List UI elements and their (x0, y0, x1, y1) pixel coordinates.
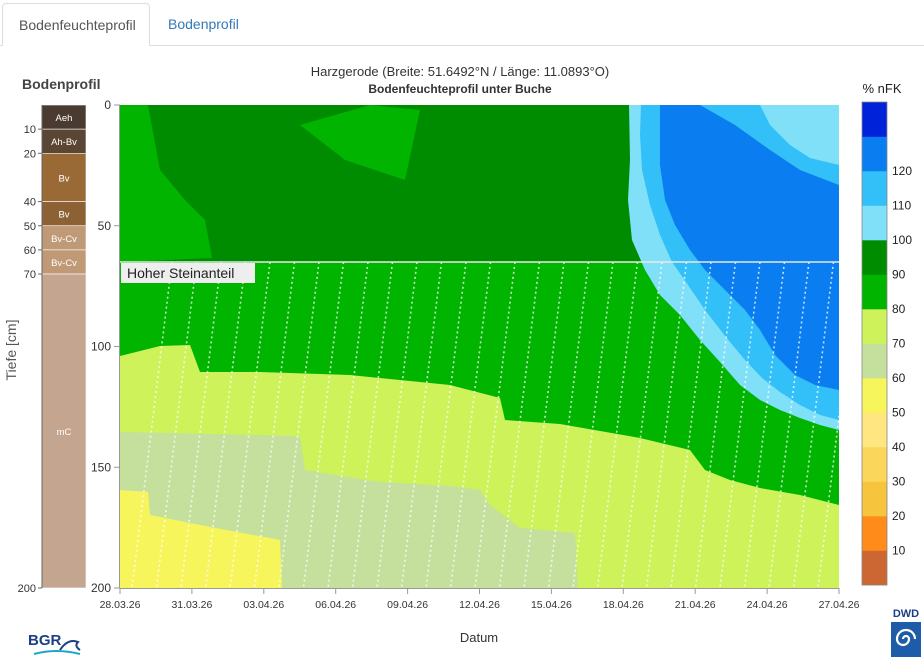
x-tick-label-6: 15.04.26 (531, 599, 572, 611)
x-tick-label-7: 18.04.26 (603, 599, 644, 611)
horizon-4 (41, 225, 87, 251)
legend-swatch-0 (862, 550, 887, 586)
x-tick-label-0: 28.03.26 (100, 599, 141, 611)
y-tick-label-4: 200 (91, 581, 111, 595)
stone-label-bg (121, 263, 255, 283)
legend-label-9: 90 (892, 268, 906, 282)
svg-text:BGR: BGR (28, 632, 62, 649)
x-tick-label-1: 31.03.26 (171, 599, 212, 611)
profile-tick-label-3: 50 (24, 221, 36, 233)
x-axis-label: Datum (460, 630, 498, 645)
profile-ylabel: Tiefe [cm] (3, 320, 19, 381)
profile-title: Bodenprofil (22, 76, 101, 92)
svg-text:DWD: DWD (893, 608, 919, 620)
legend-title: % nFK (862, 81, 901, 96)
tab-bodenprofil[interactable]: Bodenprofil (168, 16, 239, 32)
legend-swatch-11 (862, 171, 887, 206)
legend-swatch-10 (862, 205, 887, 241)
horizon-label-6: mC (57, 427, 72, 438)
legend-label-12: 120 (892, 164, 912, 178)
horizon-3 (41, 201, 87, 227)
profile-tick-label-6: 200 (18, 583, 36, 595)
x-tick-label-5: 12.04.26 (459, 599, 500, 611)
horizon-label-3: Bv (58, 210, 69, 221)
heatmap-region-80-top (300, 105, 420, 180)
legend-frame (861, 101, 888, 586)
tab-bar: Bodenfeuchteprofil Bodenprofil (0, 0, 924, 46)
legend-label-1: 10 (892, 544, 906, 558)
profile-tick-label-5: 70 (24, 269, 36, 281)
legend-swatch-3 (862, 447, 887, 482)
x-tick-label-8: 21.04.26 (675, 599, 716, 611)
heatmap-region-100-top (760, 105, 839, 165)
legend-label-3: 30 (892, 475, 906, 489)
y-tick-label-0: 0 (104, 98, 111, 112)
y-tick-label-3: 150 (91, 460, 111, 474)
legend-label-7: 70 (892, 337, 906, 351)
horizon-label-0: Aeh (56, 113, 73, 124)
heatmap-region-80-left (120, 105, 212, 262)
profile-tick-label-1: 20 (24, 148, 36, 160)
horizon-5 (41, 249, 87, 275)
x-tick-label-2: 03.04.26 (243, 599, 284, 611)
x-tick-label-3: 06.04.26 (315, 599, 356, 611)
moisture-heatmap (120, 105, 839, 588)
legend-swatch-12 (862, 136, 887, 172)
legend-swatch-6 (862, 343, 887, 379)
legend-label-4: 40 (892, 440, 906, 454)
horizon-label-4: Bv-Cv (51, 234, 77, 245)
heatmap-region-120 (660, 105, 839, 390)
legend-label-5: 50 (892, 406, 906, 420)
profile-tick-label-0: 10 (24, 124, 36, 136)
legend-swatch-1 (862, 516, 887, 551)
horizon-2 (41, 153, 87, 202)
colorscale-legend: 10 20 30 40 50 60 70 80 90 100 110 120 (861, 101, 912, 586)
legend-swatch-13 (862, 102, 887, 137)
y-tick-label-2: 100 (91, 340, 111, 354)
legend-swatch-9 (862, 240, 887, 275)
legend-label-8: 80 (892, 302, 906, 316)
bgr-logo: BGR (28, 632, 81, 655)
horizon-label-5: Bv-Cv (51, 258, 77, 269)
legend-swatch-4 (862, 412, 887, 448)
legend-label-2: 20 (892, 509, 906, 523)
horizon-label-2: Bv (58, 173, 69, 184)
x-tick-label-4: 09.04.26 (387, 599, 428, 611)
heatmap-region-50 (120, 490, 282, 588)
chart-title: Harzgerode (Breite: 51.6492°N / Länge: 1… (311, 64, 610, 79)
profile-tick-label-2: 40 (24, 197, 36, 209)
stone-label: Hoher Steinanteil (127, 265, 234, 281)
horizon-6 (41, 273, 87, 589)
dwd-logo: DWD (891, 608, 921, 657)
legend-label-10: 100 (892, 233, 912, 247)
horizon-label-1: Ah-Bv (51, 137, 77, 148)
legend-swatch-8 (862, 274, 887, 310)
legend-swatch-2 (862, 481, 887, 517)
legend-swatch-5 (862, 378, 887, 413)
profile-tick-label-4: 60 (24, 245, 36, 257)
legend-swatch-7 (862, 309, 887, 344)
x-tick-label-9: 24.04.26 (747, 599, 788, 611)
x-tick-label-10: 27.04.26 (819, 599, 860, 611)
tab-bodenfeuchteprofil[interactable]: Bodenfeuchteprofil (2, 3, 150, 46)
legend-label-11: 110 (892, 199, 911, 213)
y-tick-label-1: 50 (98, 219, 112, 233)
chart-subtitle: Bodenfeuchteprofil unter Buche (368, 82, 552, 96)
soil-profile-column: Aeh Ah-Bv Bv Bv Bv-Cv Bv-Cv mC 10 20 40 50 60 70 200 (18, 104, 87, 595)
legend-label-6: 60 (892, 371, 906, 385)
x-axis-ticks: 28.03.26 31.03.26 03.04.26 06.04.26 09.04.26… (100, 588, 860, 611)
y-axis-ticks: 0 50 100 150 200 (91, 98, 120, 595)
